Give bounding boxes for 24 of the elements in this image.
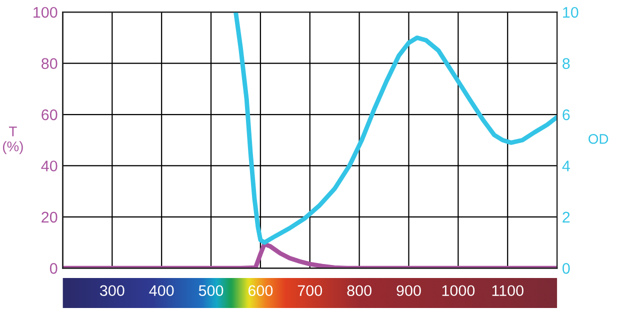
x-tick-label: 600 (248, 285, 273, 296)
y-tick-label: 20 (42, 212, 58, 223)
y2-tick-label: 6 (562, 109, 570, 120)
y2-tick-label: 8 (562, 58, 570, 69)
y2-tick-label: 4 (562, 160, 570, 172)
y2-axis-title: OD (588, 134, 608, 144)
y-tick-label: 0 (50, 263, 58, 274)
x-tick-label: 300 (100, 285, 124, 296)
x-tick-label: 1000 (442, 285, 475, 296)
line-series (234, 12, 558, 245)
y2-tick-label: 2 (562, 212, 570, 222)
x-tick-label: 900 (396, 285, 421, 296)
x-tick-label: 1100 (492, 285, 524, 296)
y-tick-label: 40 (41, 160, 58, 172)
y-axis-title: T (%) (2, 126, 23, 154)
x-tick-label: 400 (149, 285, 174, 296)
y2-tick-label: 10 (563, 6, 578, 18)
y-tick-label: 100 (34, 6, 58, 18)
x-tick-label: 800 (347, 285, 372, 296)
y-tick-label: 60 (42, 109, 58, 120)
y2-tick-label: 0 (562, 263, 570, 274)
y-tick-label: 80 (42, 58, 58, 69)
x-tick-label: 500 (198, 285, 224, 296)
x-tick-label: 700 (298, 285, 322, 296)
